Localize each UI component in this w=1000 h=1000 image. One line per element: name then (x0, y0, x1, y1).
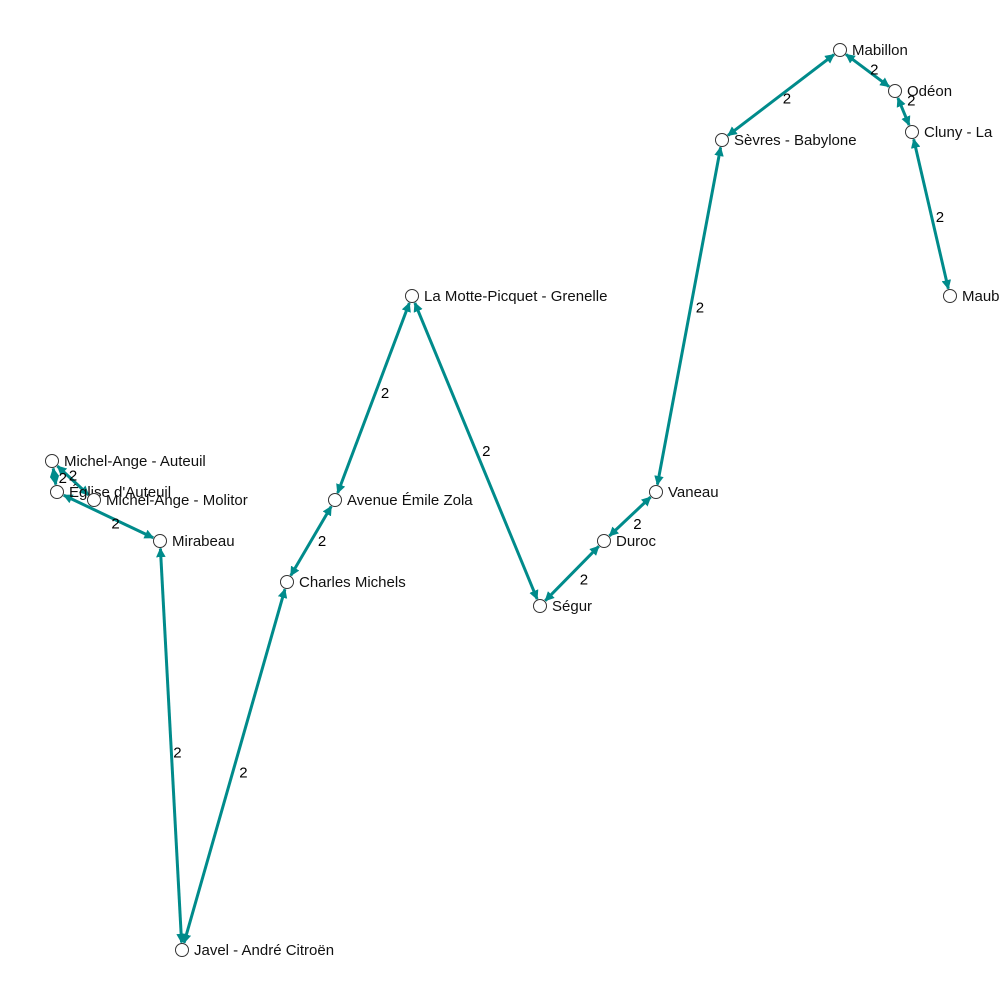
edge-label-avenue-emile-zola-la-motte-picquet: 2 (381, 385, 389, 402)
node-circle-avenue-emile-zola (328, 493, 342, 507)
edge-label-javel-charles-michels: 2 (239, 764, 247, 781)
node-circle-la-motte-picquet (405, 289, 419, 303)
edge-label-sevres-babylone-mabillon: 2 (783, 91, 791, 108)
node-circle-mabillon (833, 43, 847, 57)
node-circle-michel-ange-molitor (87, 493, 101, 507)
node-vaneau: Vaneau (649, 484, 719, 501)
node-javel: Javel - André Citroën (175, 942, 334, 959)
node-michel-ange-molitor: Michel-Ange - Molitor (87, 492, 248, 509)
node-label-cluny: Cluny - La (924, 124, 993, 141)
node-circle-maubert (943, 289, 957, 303)
node-label-maubert: Maub (962, 288, 1000, 305)
edge-mirabeau-javel (156, 547, 186, 944)
node-label-mirabeau: Mirabeau (172, 533, 235, 550)
node-mirabeau: Mirabeau (153, 533, 235, 550)
node-circle-segur (533, 599, 547, 613)
node-label-vaneau: Vaneau (668, 484, 719, 501)
node-circle-cluny (905, 125, 919, 139)
node-label-avenue-emile-zola: Avenue Émile Zola (347, 492, 473, 509)
edge-avenue-emile-zola-la-motte-picquet (336, 302, 411, 494)
edge-label-segur-duroc: 2 (580, 572, 588, 589)
node-michel-ange-auteuil: Michel-Ange - Auteuil (45, 453, 206, 470)
edge-duroc-vaneau (608, 496, 652, 537)
node-circle-duroc (597, 534, 611, 548)
node-label-la-motte-picquet: La Motte-Picquet - Grenelle (424, 288, 607, 305)
node-circle-javel (175, 943, 189, 957)
edge-cluny-maubert (910, 138, 952, 290)
edge-label-duroc-vaneau: 2 (633, 516, 641, 533)
node-sevres-babylone: Sèvres - Babylone (715, 132, 857, 149)
edge-mabillon-odeon (845, 53, 890, 88)
edge-odeon-cluny (896, 97, 911, 126)
node-circle-vaneau (649, 485, 663, 499)
edge-sevres-babylone-mabillon (727, 53, 835, 137)
node-label-odeon: Odéon (907, 83, 952, 100)
edge-charles-michels-avenue-emile-zola (289, 505, 333, 577)
node-la-motte-picquet: La Motte-Picquet - Grenelle (405, 288, 607, 305)
edge-michel-ange-auteuil-michel-ange-molitor (56, 465, 90, 496)
node-circle-charles-michels (280, 575, 294, 589)
node-label-mabillon: Mabillon (852, 42, 908, 59)
edge-eglise-auteuil-mirabeau (62, 493, 155, 540)
edge-label-odeon-cluny: 2 (907, 93, 915, 110)
node-mabillon: Mabillon (833, 42, 908, 59)
edge-michel-ange-auteuil-eglise-auteuil (49, 467, 60, 486)
node-cluny: Cluny - La (905, 124, 993, 141)
node-label-segur: Ségur (552, 598, 592, 615)
edge-label-eglise-auteuil-mirabeau: 2 (111, 516, 119, 533)
edge-label-michel-ange-auteuil-eglise-auteuil: 2 (59, 470, 67, 487)
edges-layer (49, 53, 952, 944)
edge-la-motte-picquet-segur (413, 302, 539, 600)
edge-label-mabillon-odeon: 2 (870, 62, 878, 79)
node-avenue-emile-zola: Avenue Émile Zola (328, 492, 473, 509)
node-maubert: Maub (943, 288, 1000, 305)
node-circle-mirabeau (153, 534, 167, 548)
node-segur: Ségur (533, 598, 592, 615)
node-label-michel-ange-molitor: Michel-Ange - Molitor (106, 492, 248, 509)
node-charles-michels: Charles Michels (280, 574, 406, 591)
edge-label-mirabeau-javel: 2 (173, 745, 181, 762)
edge-label-cluny-maubert: 2 (936, 209, 944, 226)
node-circle-michel-ange-auteuil (45, 454, 59, 468)
edge-segur-duroc (544, 545, 600, 602)
node-label-charles-michels: Charles Michels (299, 574, 406, 591)
node-circle-eglise-auteuil (50, 485, 64, 499)
node-label-javel: Javel - André Citroën (194, 942, 334, 959)
node-circle-sevres-babylone (715, 133, 729, 147)
node-duroc: Duroc (597, 533, 657, 550)
edge-vaneau-sevres-babylone (654, 146, 724, 486)
edge-label-charles-michels-avenue-emile-zola: 2 (318, 533, 326, 550)
node-label-duroc: Duroc (616, 533, 657, 550)
node-circle-odeon (888, 84, 902, 98)
edge-javel-charles-michels (181, 588, 288, 944)
edge-label-michel-ange-auteuil-michel-ange-molitor: 2 (69, 467, 77, 484)
node-label-michel-ange-auteuil: Michel-Ange - Auteuil (64, 453, 206, 470)
edge-label-vaneau-sevres-babylone: 2 (696, 299, 704, 316)
edge-label-la-motte-picquet-segur: 2 (482, 443, 490, 460)
node-odeon: Odéon (888, 83, 952, 100)
node-label-sevres-babylone: Sèvres - Babylone (734, 132, 857, 149)
